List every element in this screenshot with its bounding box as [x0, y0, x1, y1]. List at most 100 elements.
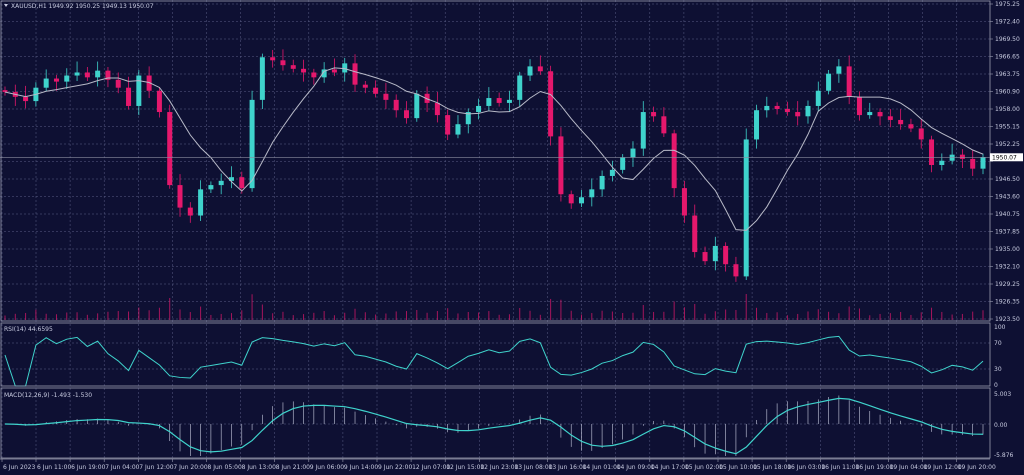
candle-body [496, 98, 502, 103]
candle-body [177, 185, 183, 208]
moving-average-line [4, 67, 984, 231]
candle-body [167, 112, 173, 186]
candle-body [651, 112, 657, 117]
current-price-label: 1950.07 [992, 154, 1017, 161]
rsi-panel-frame [0, 322, 991, 387]
macd-level-top: 5.003 [994, 391, 1011, 398]
price-tick-label: 1932.10 [995, 264, 1020, 271]
time-tick-label: 14 Jun 09:00 [617, 464, 655, 471]
candle-body [486, 98, 492, 106]
rsi-level-0: 0 [994, 382, 998, 389]
time-tick-label: 15 Jun 02:00 [685, 464, 723, 471]
candle-body [74, 72, 80, 76]
candle-body [249, 99, 255, 189]
time-tick-label: 16 Jun 19:00 [855, 464, 893, 471]
candle-body [712, 245, 718, 262]
price-tick-label: 1943.60 [995, 194, 1020, 201]
price-axis[interactable]: 1975.25 1972.40 1969.50 1966.65 1963.75 1960.… [990, 1, 1020, 323]
time-tick-label: 15 Jun 18:00 [753, 464, 791, 471]
candle-body [136, 75, 142, 106]
time-tick-label: 8 Jun 21:00 [276, 464, 310, 471]
rsi-level-70: 70 [994, 340, 1002, 347]
price-tick-label: 1972.40 [995, 18, 1020, 25]
candle-body [568, 194, 574, 204]
current-price-tag: 1950.07 [990, 153, 1023, 162]
time-tick-label: 8 Jun 05:00 [208, 464, 242, 471]
candle-body [2, 90, 8, 92]
candle-body [671, 133, 677, 189]
volume-bars [4, 294, 984, 320]
candle-body [723, 245, 729, 265]
dropdown-triangle-icon[interactable] [4, 4, 8, 7]
time-tick-label: 13 Jun 16:00 [549, 464, 587, 471]
candle-body [84, 72, 90, 78]
candle-body [465, 112, 471, 125]
candle-body [414, 93, 420, 119]
macd-panel-frame [0, 387, 991, 459]
candle-body [239, 177, 245, 189]
time-tick-label: 6 Jun 2023 [3, 464, 35, 471]
time-axis[interactable]: 6 Jun 2023 6 Jun 11:00 6 Jun 19:00 7 Jun 04… [1, 459, 996, 471]
candle-body [373, 87, 379, 94]
candle-body [692, 215, 698, 253]
candle-body [311, 72, 317, 78]
candle-body [228, 177, 234, 181]
candle-body [939, 160, 945, 165]
candle-body [156, 90, 162, 113]
price-tick-label: 1923.50 [995, 316, 1020, 323]
price-tick-label: 1929.25 [995, 281, 1020, 288]
time-tick-label: 12 Jun 15:00 [446, 464, 484, 471]
candle-body [362, 84, 368, 88]
time-tick-label: 16 Jun 03:00 [787, 464, 825, 471]
candle-body [959, 154, 965, 159]
candle-body [589, 189, 595, 198]
time-tick-label: 14 Jun 17:00 [651, 464, 689, 471]
candle-body [342, 63, 348, 73]
price-tick-label: 1969.50 [995, 36, 1020, 43]
candle-body [218, 180, 224, 186]
candle-body [126, 87, 132, 106]
time-tick-label: 12 Jun 23:00 [480, 464, 518, 471]
price-tick-label: 1937.85 [995, 229, 1020, 236]
time-tick-label: 19 Jun 12:00 [924, 464, 962, 471]
symbol-info: XAUUSD,H1 1949.92 1950.25 1949.13 1950.0… [11, 3, 154, 10]
candle-body [640, 112, 646, 149]
candle-body [383, 93, 389, 100]
candle-body [846, 66, 852, 97]
candle-body [754, 110, 760, 140]
candle-body [393, 99, 399, 111]
rsi-label: RSI(14) 44.6595 [4, 326, 53, 333]
time-tick-label: 7 Jun 20:00 [173, 464, 207, 471]
candle-body [609, 169, 615, 176]
time-tick-label: 9 Jun 06:00 [310, 464, 344, 471]
time-tick-label: 7 Jun 12:00 [139, 464, 173, 471]
candle-body [826, 73, 832, 91]
candle-body [702, 252, 708, 262]
candle-body [198, 189, 204, 216]
candle-body [280, 60, 286, 66]
time-tick-label: 6 Jun 11:00 [37, 464, 71, 471]
candle-body [620, 157, 626, 170]
candle-body [506, 99, 512, 103]
price-tick-label: 1955.15 [995, 123, 1020, 130]
candle-body [795, 112, 801, 117]
candle-body [321, 69, 327, 78]
candle-body [949, 154, 955, 161]
candle-body [187, 207, 193, 216]
macd-level-bottom: -5.876 [994, 452, 1014, 459]
price-tick-label: 1975.25 [995, 1, 1020, 8]
rsi-level-100: 100 [994, 324, 1006, 331]
candle-body [548, 71, 554, 137]
candle-body [764, 105, 770, 111]
macd-histogram [14, 395, 984, 456]
candle-body [681, 188, 687, 216]
rsi-level-30: 30 [994, 366, 1002, 373]
candle-body [558, 136, 564, 195]
candle-body [301, 68, 307, 73]
candle-body [537, 66, 543, 72]
time-tick-label: 7 Jun 04:00 [105, 464, 139, 471]
candle-body [352, 63, 358, 85]
price-tick-label: 1966.65 [995, 53, 1020, 60]
